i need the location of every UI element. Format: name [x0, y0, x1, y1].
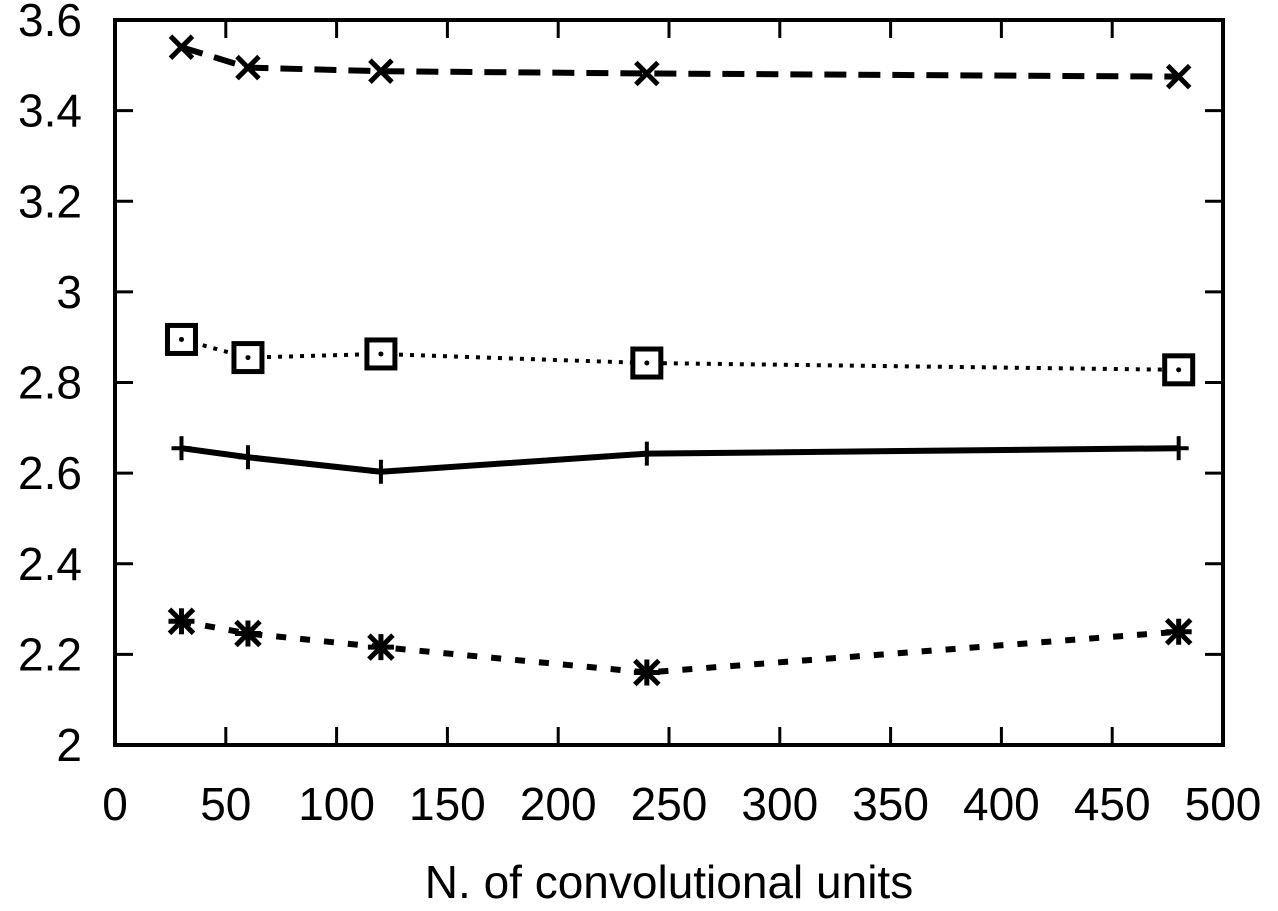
series-1 — [168, 34, 1192, 90]
y-tick-label: 2 — [56, 719, 82, 771]
series-1-line — [180, 44, 1179, 80]
data-point-marker — [235, 54, 261, 81]
data-point-marker — [1165, 63, 1192, 90]
marker-stroke — [368, 58, 394, 84]
y-tick-label: 3.4 — [18, 85, 82, 137]
x-tick-label: 150 — [409, 778, 486, 830]
x-tick-label: 50 — [200, 778, 251, 830]
x-tick-label: 100 — [298, 778, 375, 830]
marker-dot — [378, 351, 384, 357]
data-point-marker — [168, 34, 195, 60]
marker-stroke — [168, 34, 195, 60]
data-point-marker — [368, 58, 394, 84]
y-tick-label: 2.4 — [18, 538, 82, 590]
data-point-marker — [370, 459, 391, 484]
data-point-marker — [636, 441, 657, 466]
y-tick-label: 3 — [56, 266, 82, 318]
x-tick-label: 300 — [741, 778, 818, 830]
marker-stroke — [235, 54, 261, 81]
x-tick-label: 450 — [1074, 778, 1151, 830]
data-point-marker — [171, 436, 192, 461]
marker-square — [630, 346, 664, 380]
series-3-line — [181, 445, 1179, 475]
series-4-line — [180, 618, 1179, 676]
y-tick-label: 3.2 — [18, 175, 82, 227]
data-point-marker — [633, 658, 661, 687]
data-point-marker — [1168, 436, 1189, 461]
series-4 — [167, 607, 1193, 687]
x-axis-ticks: 0 50 100 150 200 250 300 350 400 450 500 — [102, 20, 1261, 830]
x-tick-label: 350 — [852, 778, 929, 830]
marker-dot — [245, 355, 251, 361]
data-point-marker — [164, 322, 198, 356]
marker-stroke — [1165, 63, 1192, 90]
marker-dot — [1176, 367, 1182, 373]
y-tick-label: 2.8 — [18, 357, 82, 409]
data-point-marker — [367, 633, 395, 661]
y-tick-label: 3.6 — [18, 0, 82, 46]
data-point-marker — [634, 60, 660, 87]
data-point-marker — [630, 346, 664, 380]
series-2 — [164, 322, 1196, 387]
data-point-marker — [237, 445, 258, 470]
data-point-marker — [1164, 617, 1193, 646]
data-point-marker — [1162, 353, 1196, 387]
series-3 — [171, 436, 1189, 484]
marker-dot — [644, 360, 650, 366]
marker-dot — [178, 336, 184, 342]
marker-square — [1162, 353, 1196, 387]
data-point-marker — [364, 337, 398, 371]
x-axis-title: N. of convolutional units — [425, 856, 913, 908]
x-tick-label: 500 — [1185, 778, 1262, 830]
data-point-marker — [167, 607, 196, 636]
series-layer — [164, 34, 1196, 687]
data-point-marker — [234, 619, 262, 648]
y-axis-ticks: 2 2.2 2.4 2.6 2.8 3 3.2 3.4 3.6 — [18, 0, 1223, 771]
data-point-marker — [231, 341, 265, 375]
y-tick-label: 2.6 — [18, 447, 82, 499]
y-tick-label: 2.2 — [18, 628, 82, 680]
marker-stroke — [634, 60, 660, 87]
x-tick-label: 400 — [963, 778, 1040, 830]
x-tick-label: 250 — [631, 778, 708, 830]
x-tick-label: 0 — [102, 778, 128, 830]
x-tick-label: 200 — [520, 778, 597, 830]
series-2-line — [180, 337, 1179, 372]
